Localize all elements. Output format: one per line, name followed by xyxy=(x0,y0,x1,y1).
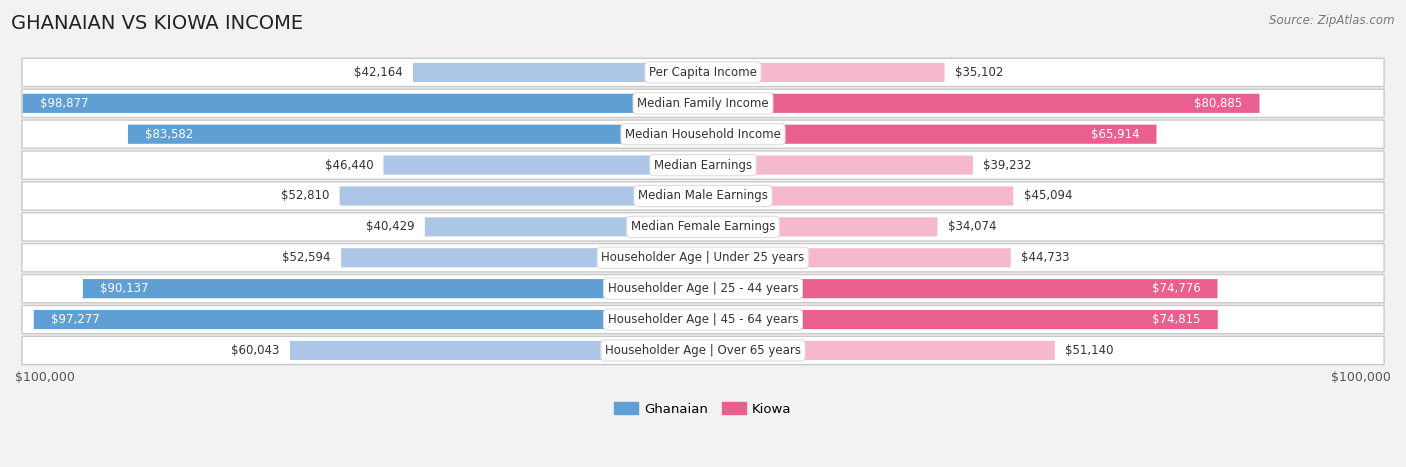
Text: $74,815: $74,815 xyxy=(1152,313,1201,326)
Text: Median Male Earnings: Median Male Earnings xyxy=(638,190,768,203)
FancyBboxPatch shape xyxy=(703,310,1218,329)
FancyBboxPatch shape xyxy=(34,310,703,329)
Text: Per Capita Income: Per Capita Income xyxy=(650,66,756,79)
FancyBboxPatch shape xyxy=(22,58,1384,86)
FancyBboxPatch shape xyxy=(703,125,1157,144)
FancyBboxPatch shape xyxy=(413,63,703,82)
FancyBboxPatch shape xyxy=(22,275,1384,303)
FancyBboxPatch shape xyxy=(340,186,703,205)
FancyBboxPatch shape xyxy=(83,279,703,298)
FancyBboxPatch shape xyxy=(22,120,1384,149)
FancyBboxPatch shape xyxy=(703,248,1011,267)
Text: $52,810: $52,810 xyxy=(281,190,329,203)
Text: Householder Age | Under 25 years: Householder Age | Under 25 years xyxy=(602,251,804,264)
Text: Householder Age | 45 - 64 years: Householder Age | 45 - 64 years xyxy=(607,313,799,326)
Text: Median Earnings: Median Earnings xyxy=(654,159,752,171)
FancyBboxPatch shape xyxy=(22,151,1384,179)
Text: $60,043: $60,043 xyxy=(231,344,280,357)
FancyBboxPatch shape xyxy=(342,248,703,267)
Text: $44,733: $44,733 xyxy=(1021,251,1070,264)
Text: $100,000: $100,000 xyxy=(1331,370,1391,383)
FancyBboxPatch shape xyxy=(22,89,1384,118)
Text: $35,102: $35,102 xyxy=(955,66,1004,79)
FancyBboxPatch shape xyxy=(703,63,945,82)
Text: $46,440: $46,440 xyxy=(325,159,373,171)
Text: Source: ZipAtlas.com: Source: ZipAtlas.com xyxy=(1270,14,1395,27)
FancyBboxPatch shape xyxy=(703,341,1054,360)
FancyBboxPatch shape xyxy=(22,305,1384,334)
FancyBboxPatch shape xyxy=(703,279,1218,298)
FancyBboxPatch shape xyxy=(22,336,1384,365)
Text: $51,140: $51,140 xyxy=(1066,344,1114,357)
Text: $90,137: $90,137 xyxy=(100,282,149,295)
FancyBboxPatch shape xyxy=(703,156,973,175)
Text: Median Household Income: Median Household Income xyxy=(626,127,780,141)
Legend: Ghanaian, Kiowa: Ghanaian, Kiowa xyxy=(609,397,797,421)
Text: $83,582: $83,582 xyxy=(145,127,194,141)
Text: Median Female Earnings: Median Female Earnings xyxy=(631,220,775,234)
Text: $52,594: $52,594 xyxy=(283,251,330,264)
FancyBboxPatch shape xyxy=(22,182,1384,210)
Text: Householder Age | 25 - 44 years: Householder Age | 25 - 44 years xyxy=(607,282,799,295)
Text: Median Family Income: Median Family Income xyxy=(637,97,769,110)
FancyBboxPatch shape xyxy=(290,341,703,360)
Text: $40,429: $40,429 xyxy=(366,220,415,234)
FancyBboxPatch shape xyxy=(128,125,703,144)
FancyBboxPatch shape xyxy=(384,156,703,175)
Text: $80,885: $80,885 xyxy=(1194,97,1243,110)
FancyBboxPatch shape xyxy=(22,94,703,113)
Text: $74,776: $74,776 xyxy=(1152,282,1201,295)
Text: Householder Age | Over 65 years: Householder Age | Over 65 years xyxy=(605,344,801,357)
Text: GHANAIAN VS KIOWA INCOME: GHANAIAN VS KIOWA INCOME xyxy=(11,14,304,33)
FancyBboxPatch shape xyxy=(22,213,1384,241)
Text: $42,164: $42,164 xyxy=(354,66,402,79)
Text: $65,914: $65,914 xyxy=(1091,127,1139,141)
Text: $39,232: $39,232 xyxy=(983,159,1032,171)
Text: $97,277: $97,277 xyxy=(51,313,100,326)
FancyBboxPatch shape xyxy=(22,244,1384,272)
Text: $34,074: $34,074 xyxy=(948,220,997,234)
FancyBboxPatch shape xyxy=(703,217,938,236)
FancyBboxPatch shape xyxy=(703,94,1260,113)
Text: $98,877: $98,877 xyxy=(39,97,89,110)
Text: $100,000: $100,000 xyxy=(15,370,75,383)
FancyBboxPatch shape xyxy=(703,186,1014,205)
Text: $45,094: $45,094 xyxy=(1024,190,1071,203)
FancyBboxPatch shape xyxy=(425,217,703,236)
